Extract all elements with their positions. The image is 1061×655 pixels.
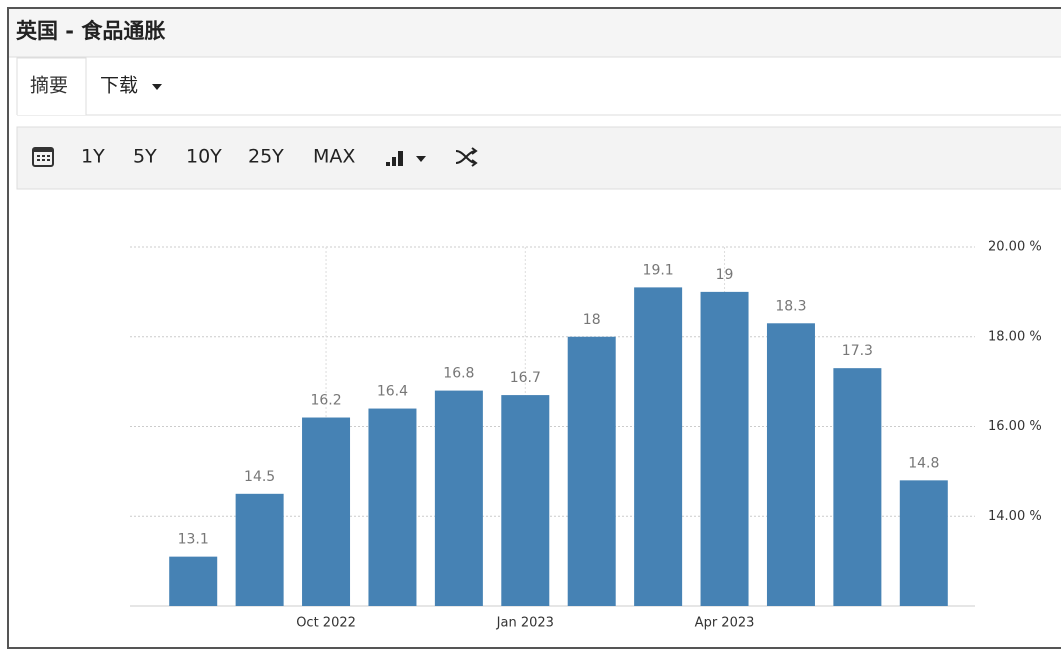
active-tab xyxy=(16,57,87,115)
calendar-icon[interactable] xyxy=(32,147,54,167)
data-label: 16.7 xyxy=(510,370,541,386)
range-button[interactable]: 25Y xyxy=(248,146,284,168)
y-tick-label: 20.00 % xyxy=(988,240,1042,255)
data-label: 16.4 xyxy=(377,384,408,400)
bar xyxy=(833,368,882,606)
bar xyxy=(766,323,815,606)
bar xyxy=(567,336,616,606)
x-tick-label: Apr 2023 xyxy=(695,616,755,631)
bar xyxy=(302,417,351,606)
data-label: 18 xyxy=(583,312,601,328)
page-title: 英国 - 食品通胀 xyxy=(16,19,165,43)
bar xyxy=(700,291,749,606)
y-tick-label: 14.00 % xyxy=(988,509,1042,524)
bar xyxy=(235,493,284,606)
shuffle-icon[interactable] xyxy=(455,147,478,167)
data-label: 17.3 xyxy=(842,343,873,359)
bar xyxy=(899,480,948,606)
bar xyxy=(501,395,550,606)
header-bar xyxy=(9,9,1061,57)
data-label: 18.3 xyxy=(775,298,806,314)
tab[interactable]: 下载 xyxy=(100,75,138,97)
caret xyxy=(152,84,162,90)
data-label: 14.5 xyxy=(244,469,275,485)
data-label: 14.8 xyxy=(908,455,939,471)
tab[interactable]: 摘要 xyxy=(30,75,68,97)
toolbar xyxy=(16,126,1061,190)
bar xyxy=(434,390,483,606)
data-label: 16.2 xyxy=(310,393,341,409)
x-tick-label: Oct 2022 xyxy=(296,616,356,631)
x-tick-label: Jan 2023 xyxy=(496,616,554,631)
data-label: 19 xyxy=(716,267,734,283)
bar xyxy=(368,408,417,606)
range-button[interactable]: MAX xyxy=(313,146,355,168)
bar xyxy=(169,556,218,606)
range-button[interactable]: 1Y xyxy=(81,146,105,168)
bar xyxy=(634,287,683,606)
range-button[interactable]: 10Y xyxy=(186,146,222,168)
data-label: 13.1 xyxy=(178,532,209,548)
data-label: 16.8 xyxy=(443,366,474,382)
y-tick-label: 18.00 % xyxy=(988,329,1042,344)
chart-type-icon[interactable] xyxy=(386,151,426,166)
range-button[interactable]: 5Y xyxy=(133,146,157,168)
data-label: 19.1 xyxy=(643,262,674,278)
y-tick-label: 16.00 % xyxy=(988,419,1042,434)
